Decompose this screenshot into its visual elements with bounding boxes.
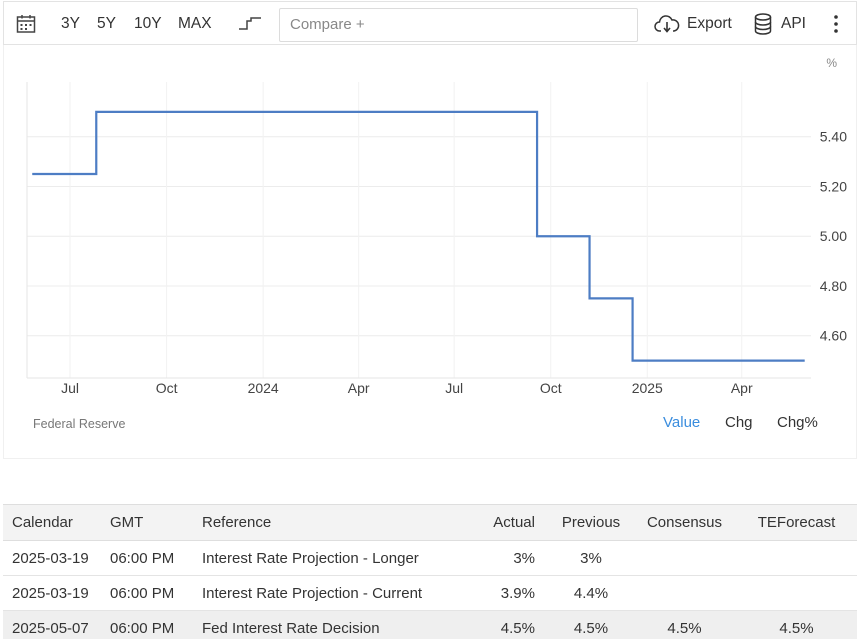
step-chart-icon[interactable] [238,16,262,32]
api-button[interactable]: API [781,15,806,32]
col-previous[interactable]: Previous [549,504,633,541]
cell-consensus [633,575,736,611]
x-tick-label: Apr [348,380,370,396]
x-tick-label: Oct [156,380,178,396]
y-tick-label: 5.40 [820,129,847,145]
x-tick-label: Apr [731,380,753,396]
y-tick-label: 5.20 [820,178,847,194]
col-actual[interactable]: Actual [474,504,549,541]
x-tick-label: 2025 [632,380,663,396]
table-row[interactable]: 2025-03-19 06:00 PM Interest Rate Projec… [3,540,857,576]
cloud-download-icon[interactable] [654,14,680,34]
more-vertical-icon[interactable] [830,14,842,34]
cell-actual: 3% [474,540,549,576]
range-max-button[interactable]: MAX [178,15,212,32]
change-percent-tab[interactable]: Chg% [777,414,818,431]
data-source: Federal Reserve [33,417,126,431]
range-5y-button[interactable]: 5Y [97,15,116,32]
cell-previous: 4.4% [549,575,633,611]
table-row[interactable]: 2025-05-07 06:00 PM Fed Interest Rate De… [3,610,857,639]
cell-reference[interactable]: Fed Interest Rate Decision [202,610,474,639]
cell-teforecast [736,540,857,576]
calendar-icon[interactable] [16,14,36,34]
col-teforecast[interactable]: TEForecast [736,504,857,541]
cell-reference[interactable]: Interest Rate Projection - Longer [202,540,474,576]
compare-input[interactable]: Compare + [279,8,638,42]
interest-rate-chart: % 4.60 4.80 5.00 5.20 5.40 Jul Oct 2024 Apr Jul Oc… [26,56,847,396]
cell-date: 2025-03-19 [3,540,110,576]
range-3y-button[interactable]: 3Y [61,15,80,32]
cell-teforecast: 4.5% [736,610,857,639]
cell-actual: 4.5% [474,610,549,639]
y-tick-label: 4.60 [820,328,847,344]
cell-date: 2025-03-19 [3,575,110,611]
x-tick-label: Jul [445,380,463,396]
col-gmt[interactable]: GMT [110,504,202,541]
y-tick-label: 5.00 [820,228,847,244]
cell-time: 06:00 PM [110,540,202,576]
cell-consensus: 4.5% [633,610,736,639]
cell-actual: 3.9% [474,575,549,611]
chart-toolbar: 3Y 5Y 10Y MAX Compare + Export API [3,1,857,45]
x-tick-label: Oct [540,380,562,396]
cell-date: 2025-05-07 [3,610,110,639]
y-tick-label: 4.80 [820,278,847,294]
cell-time: 06:00 PM [110,610,202,639]
x-tick-label: Jul [61,380,79,396]
table-header-row: Calendar GMT Reference Actual Previous C… [3,504,857,541]
col-calendar[interactable]: Calendar [3,504,110,541]
cell-previous: 4.5% [549,610,633,639]
cell-previous: 3% [549,540,633,576]
value-tab[interactable]: Value [663,414,701,431]
x-tick-label: 2024 [248,380,279,396]
col-consensus[interactable]: Consensus [633,504,736,541]
cell-reference[interactable]: Interest Rate Projection - Current [202,575,474,611]
calendar-table: Calendar GMT Reference Actual Previous C… [3,504,857,639]
range-10y-button[interactable]: 10Y [134,15,162,32]
export-button[interactable]: Export [687,15,732,32]
cell-time: 06:00 PM [110,575,202,611]
database-icon[interactable] [754,13,772,35]
y-axis-unit: % [826,56,837,70]
cell-consensus [633,540,736,576]
series-line-interest-rate [32,110,805,362]
table-row[interactable]: 2025-03-19 06:00 PM Interest Rate Projec… [3,575,857,611]
change-tab[interactable]: Chg [725,414,753,431]
cell-teforecast [736,575,857,611]
col-reference[interactable]: Reference [202,504,474,541]
